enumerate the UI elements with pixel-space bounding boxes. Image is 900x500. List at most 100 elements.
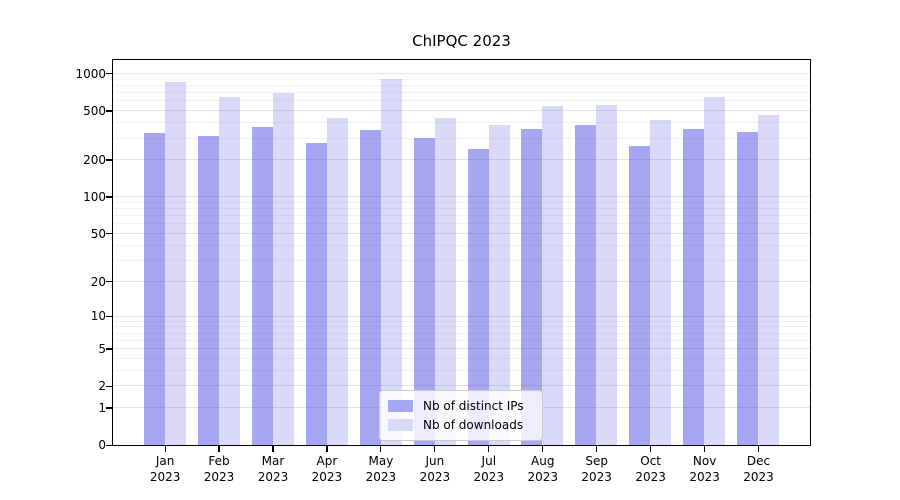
x-tick bbox=[434, 446, 436, 452]
y-tick-label: 10 bbox=[90, 309, 106, 324]
x-tick-label: Mar 2023 bbox=[241, 453, 305, 485]
x-tick bbox=[326, 446, 328, 452]
legend-label-distinct-ips: Nb of distinct IPs bbox=[423, 398, 524, 413]
bar-downloads-oct bbox=[650, 120, 672, 445]
x-tick bbox=[164, 446, 166, 452]
bar-distinct-ips-feb bbox=[197, 136, 219, 445]
bar-distinct-ips-jan bbox=[143, 132, 165, 445]
x-tick-year: 2023 bbox=[419, 470, 451, 484]
x-tick-month: Dec bbox=[746, 454, 771, 468]
y-tick-label: 50 bbox=[90, 226, 106, 241]
legend-swatch-downloads bbox=[388, 418, 413, 431]
x-tick-month: Jun bbox=[425, 454, 445, 468]
x-tick-month: May bbox=[368, 454, 394, 468]
bar-distinct-ips-apr bbox=[305, 142, 327, 445]
x-tick-label: Jan 2023 bbox=[133, 453, 197, 485]
y-tick bbox=[106, 110, 112, 112]
legend-item-distinct-ips: Nb of distinct IPs bbox=[388, 396, 534, 415]
x-tick bbox=[272, 446, 274, 452]
bar-downloads-feb bbox=[218, 96, 240, 445]
x-tick-label: Dec 2023 bbox=[727, 453, 791, 485]
bar-downloads-jul bbox=[488, 125, 510, 445]
legend-swatch-distinct-ips bbox=[388, 399, 413, 412]
chart-title: ChIPQC 2023 bbox=[412, 32, 511, 50]
y-tick-label: 2 bbox=[98, 379, 106, 394]
bar-downloads-mar bbox=[272, 92, 294, 445]
x-tick-year: 2023 bbox=[473, 470, 505, 484]
legend: Nb of distinct IPs Nb of downloads bbox=[379, 390, 543, 441]
bar-distinct-ips-aug bbox=[521, 129, 543, 445]
x-tick-month: Oct bbox=[640, 454, 662, 468]
x-tick bbox=[542, 446, 544, 452]
bar-downloads-jan bbox=[164, 81, 186, 445]
y-tick-label: 0 bbox=[98, 438, 106, 453]
y-tick-label: 500 bbox=[83, 103, 106, 118]
y-tick bbox=[106, 385, 112, 387]
y-tick bbox=[106, 73, 112, 75]
y-tick bbox=[106, 444, 112, 446]
y-tick bbox=[106, 233, 112, 235]
x-tick bbox=[650, 446, 652, 452]
x-tick-year: 2023 bbox=[203, 470, 235, 484]
x-tick-label: Jul 2023 bbox=[457, 453, 521, 485]
bars-layer bbox=[113, 60, 810, 445]
y-tick bbox=[106, 280, 112, 283]
bar-distinct-ips-oct bbox=[629, 145, 651, 445]
x-tick-month: Mar bbox=[261, 454, 285, 468]
x-tick-year: 2023 bbox=[689, 470, 720, 484]
bar-downloads-apr bbox=[326, 117, 348, 445]
x-tick-label: Jun 2023 bbox=[403, 453, 467, 485]
bar-distinct-ips-may bbox=[359, 129, 381, 445]
y-tick-label: 1000 bbox=[75, 66, 106, 81]
x-tick-month: Sep bbox=[585, 454, 608, 468]
x-tick-label: Nov 2023 bbox=[673, 453, 737, 485]
x-tick-year: 2023 bbox=[527, 470, 559, 484]
x-tick bbox=[704, 446, 706, 452]
bar-distinct-ips-jul bbox=[467, 148, 489, 445]
y-tick bbox=[106, 315, 112, 317]
bar-downloads-nov bbox=[704, 97, 726, 445]
legend-item-downloads: Nb of downloads bbox=[388, 415, 534, 434]
bar-distinct-ips-jun bbox=[413, 138, 435, 445]
y-tick-label: 200 bbox=[83, 153, 106, 168]
x-tick-label: Feb 2023 bbox=[187, 453, 251, 485]
plot-area: Nb of distinct IPs Nb of downloads bbox=[112, 59, 811, 446]
y-tick-label: 100 bbox=[83, 190, 106, 205]
x-tick-year: 2023 bbox=[581, 470, 612, 484]
x-tick bbox=[488, 446, 490, 452]
bar-distinct-ips-dec bbox=[737, 132, 759, 445]
x-tick-year: 2023 bbox=[149, 470, 181, 484]
x-tick-label: Aug 2023 bbox=[511, 453, 575, 485]
x-tick bbox=[596, 446, 598, 452]
x-tick-year: 2023 bbox=[311, 470, 343, 484]
y-tick bbox=[106, 348, 112, 350]
bar-downloads-aug bbox=[542, 106, 564, 445]
x-tick-year: 2023 bbox=[257, 470, 289, 484]
bar-distinct-ips-mar bbox=[251, 126, 273, 445]
y-tick bbox=[106, 196, 112, 198]
bar-downloads-dec bbox=[758, 115, 780, 445]
x-tick-month: Jul bbox=[481, 454, 497, 468]
x-tick-month: Nov bbox=[692, 454, 717, 468]
bar-downloads-jun bbox=[434, 117, 456, 445]
x-tick-month: Aug bbox=[531, 454, 555, 468]
x-tick bbox=[380, 446, 382, 452]
x-tick-month: Apr bbox=[316, 454, 338, 468]
x-tick-year: 2023 bbox=[365, 470, 397, 484]
bar-distinct-ips-sep bbox=[575, 125, 597, 445]
y-tick-label: 1 bbox=[98, 401, 106, 416]
x-tick-label: Sep 2023 bbox=[565, 453, 629, 485]
x-tick-label: Apr 2023 bbox=[295, 453, 359, 485]
x-tick-year: 2023 bbox=[635, 470, 666, 484]
y-tick-label: 20 bbox=[90, 274, 106, 289]
y-tick-label: 5 bbox=[98, 341, 106, 356]
bar-downloads-sep bbox=[596, 105, 618, 445]
x-tick-month: Jan bbox=[155, 454, 175, 468]
x-tick-month: Feb bbox=[208, 454, 230, 468]
legend-label-downloads: Nb of downloads bbox=[423, 417, 524, 432]
x-tick-year: 2023 bbox=[743, 470, 774, 484]
x-tick-label: May 2023 bbox=[349, 453, 413, 485]
y-tick bbox=[106, 159, 112, 161]
x-tick bbox=[757, 446, 760, 452]
